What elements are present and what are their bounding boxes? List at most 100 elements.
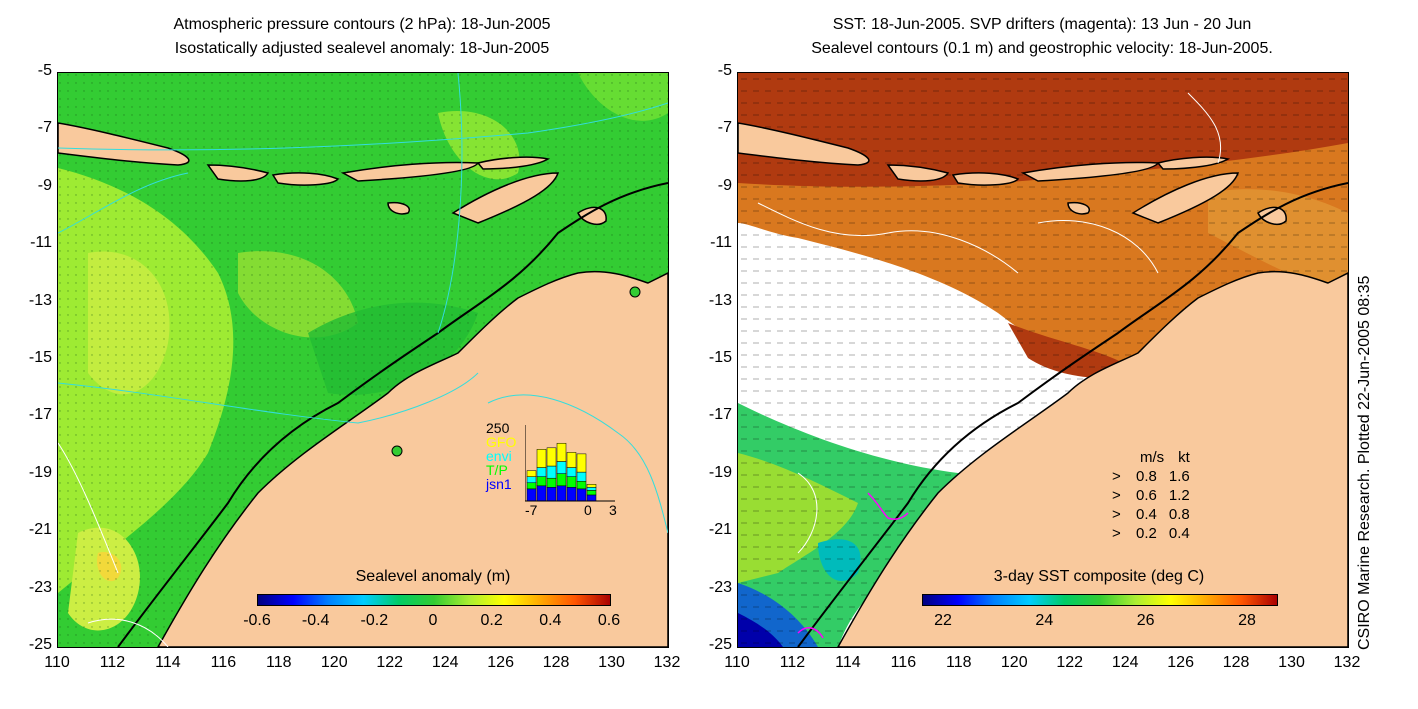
- right-sst-map: [737, 72, 1349, 648]
- right-x-tick-label: 122: [1056, 654, 1084, 671]
- velocity-arrow-icon: >: [1112, 468, 1121, 485]
- histogram-bar-envi: [526, 476, 537, 484]
- histogram-bar-TP: [566, 476, 577, 488]
- right-x-tick-label: 114: [835, 654, 861, 671]
- right-x-tick-label: 118: [946, 654, 972, 671]
- left-x-tick-label: 124: [431, 654, 459, 671]
- left-y-tick-label: -23: [28, 578, 52, 596]
- left-x-tick-label: 110: [44, 654, 70, 671]
- histogram-bar-envi: [556, 461, 567, 474]
- histogram-bar-jsn1: [536, 485, 547, 502]
- left-x-tick-label: 130: [598, 654, 625, 671]
- right-colorbar-tick: 28: [1238, 612, 1256, 629]
- right-y-tick-label: -13: [708, 291, 732, 309]
- right-x-tick-label: 130: [1278, 654, 1305, 671]
- left-y-tick-label: -7: [37, 119, 52, 137]
- velocity-arrow-icon: >: [1112, 506, 1121, 523]
- left-y-tick-label: -13: [28, 291, 52, 309]
- velocity-kt: 0.8: [1168, 506, 1190, 523]
- right-y-tick-label: -11: [710, 234, 732, 252]
- velocity-kt: 0.4: [1168, 525, 1190, 542]
- left-y-tick-label: -15: [28, 349, 52, 366]
- velocity-legend-kt-header: kt: [1178, 449, 1190, 466]
- right-x-tick-label: 128: [1222, 654, 1250, 671]
- right-y-tick-label: -23: [708, 578, 732, 596]
- histogram-bar-TP: [546, 477, 557, 488]
- right-colorbar-tick: 24: [1035, 612, 1054, 629]
- histogram-bar-TP: [536, 476, 547, 487]
- left-y-tick-label: -19: [28, 463, 52, 481]
- right-y-tick-label: -21: [708, 521, 732, 539]
- histogram-bar-jsn1: [576, 488, 587, 502]
- histogram-bar-jsn1: [526, 488, 537, 502]
- velocity-legend-row: >0.2 0.4: [1112, 524, 1190, 543]
- histogram-bar-envi: [546, 465, 557, 479]
- left-colorbar-tick: 0: [428, 612, 438, 629]
- right-colorbar-title: 3-day SST composite (deg C): [993, 568, 1205, 585]
- left-x-tick-label: 128: [542, 654, 570, 671]
- right-title-line1: SST: 18-Jun-2005. SVP drifters (magenta)…: [832, 16, 1252, 33]
- left-y-tick-label: -25: [28, 636, 52, 653]
- histogram-series-label-tp: T/P: [486, 462, 508, 478]
- right-x-tick-label: 132: [1333, 654, 1361, 671]
- left-colorbar-title: Sealevel anomaly (m): [355, 568, 511, 585]
- right-y-tick-label: -9: [717, 176, 732, 194]
- right-x-tick-label: 124: [1111, 654, 1139, 671]
- histogram-series-label-envi: envi: [486, 448, 512, 464]
- right-x-tick-label: 126: [1167, 654, 1194, 671]
- right-x-tick-label: 110: [724, 654, 750, 671]
- right-y-tick-label: -5: [717, 62, 732, 79]
- left-y-tick-label: -9: [37, 176, 52, 194]
- histogram-bar-TP: [556, 473, 567, 487]
- left-colorbar-tick: 0.4: [539, 612, 562, 629]
- left-sealevel-map: [57, 72, 669, 648]
- right-x-tick-label: 120: [1000, 654, 1028, 671]
- left-colorbar-tick: -0.6: [243, 612, 271, 629]
- altimeter-histogram: 250 GFO envi T/P jsn1 -7 0 3: [480, 420, 620, 520]
- histogram-bar-GFO: [556, 442, 567, 462]
- left-x-tick-label: 126: [487, 654, 514, 671]
- histogram-bar-GFO: [586, 484, 597, 488]
- velocity-kt: 1.2: [1168, 487, 1190, 504]
- right-colorbar-tick: 26: [1136, 612, 1155, 629]
- left-y-tick-label: -5: [37, 62, 52, 79]
- left-x-tick-label: 122: [376, 654, 404, 671]
- velocity-ms: 0.8: [1136, 468, 1157, 485]
- histogram-xtick-zero: 0: [584, 502, 592, 518]
- left-y-tick-label: -11: [30, 234, 52, 252]
- histogram-bar-GFO: [546, 447, 557, 467]
- histogram-bar-GFO: [576, 453, 587, 473]
- right-y-tick-label: -19: [708, 463, 732, 481]
- histogram-series-label-jsn1: jsn1: [486, 476, 512, 492]
- left-title-line1: Atmospheric pressure contours (2 hPa): 1…: [173, 16, 551, 33]
- left-colorbar: [257, 594, 611, 606]
- velocity-ms: 0.6: [1136, 487, 1157, 504]
- left-colorbar-tick: -0.2: [360, 612, 389, 629]
- histogram-bar-GFO: [536, 449, 547, 468]
- histogram-bar-jsn1: [556, 485, 567, 502]
- velocity-legend-ms-header: m/s: [1140, 449, 1165, 466]
- right-colorbar-tick: 22: [934, 612, 952, 629]
- left-y-tick-label: -17: [28, 406, 52, 424]
- velocity-legend: m/s kt >0.8 1.6 >0.6 1.2 >0.4 0.8 >0.2 0.4: [1112, 448, 1190, 543]
- histogram-bar-envi: [536, 467, 547, 477]
- histogram-bar-GFO: [566, 452, 577, 468]
- histogram-bars: [525, 425, 615, 502]
- right-x-tick-label: 116: [890, 654, 917, 671]
- left-x-tick-label: 112: [99, 654, 126, 671]
- credit-text: CSIRO Marine Research. Plotted 22-Jun-20…: [1356, 275, 1373, 650]
- histogram-bar-envi: [576, 471, 587, 482]
- histogram-bar-TP: [576, 480, 587, 490]
- right-y-tick-label: -17: [708, 406, 732, 424]
- velocity-legend-row: >0.6 1.2: [1112, 486, 1190, 505]
- velocity-legend-row: >0.8 1.6: [1112, 467, 1190, 486]
- right-y-tick-label: -25: [708, 636, 732, 653]
- right-y-tick-label: -15: [708, 349, 732, 366]
- velocity-arrow-icon: >: [1112, 487, 1121, 504]
- velocity-ms: 0.4: [1136, 506, 1157, 523]
- histogram-bar-GFO: [526, 470, 537, 477]
- velocity-legend-header: m/s kt: [1112, 448, 1190, 467]
- velocity-arrow-icon: >: [1112, 525, 1121, 542]
- histogram-bar-jsn1: [586, 494, 597, 502]
- velocity-kt: 1.6: [1168, 468, 1190, 485]
